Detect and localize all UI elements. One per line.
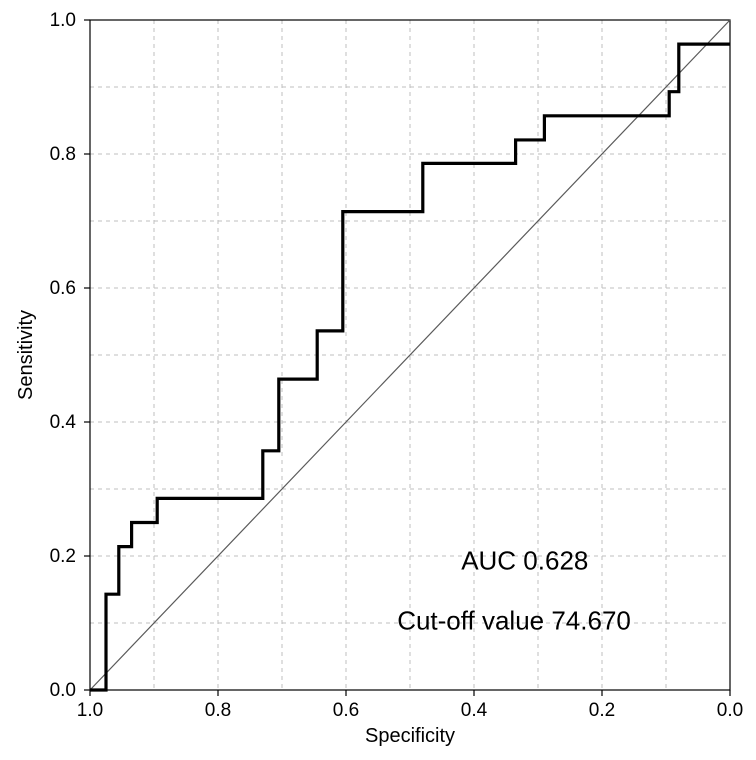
- x-axis-title: Specificity: [365, 725, 455, 747]
- y-tick-label: 0.4: [50, 412, 77, 433]
- x-tick-label: 1.0: [77, 700, 103, 721]
- y-tick-label: 0.2: [50, 546, 76, 567]
- y-axis-title: Sensitivity: [15, 310, 37, 400]
- roc-svg: 1.0 0.8 0.6 0.4 0.2 0.0 0.0 0.2 0.4 0.6 0.8 1.0 Spec…: [0, 0, 756, 760]
- x-tick-label: 0.2: [589, 700, 615, 721]
- y-tick-label: 0.6: [50, 278, 76, 299]
- x-tick-label: 0.8: [205, 700, 231, 721]
- x-tick-label: 0.6: [333, 700, 359, 721]
- y-tick-label: 1.0: [50, 10, 76, 31]
- chart-background: [0, 0, 756, 760]
- annotation-text: Cut-off value 74.670: [397, 606, 631, 636]
- roc-chart: 1.0 0.8 0.6 0.4 0.2 0.0 0.0 0.2 0.4 0.6 0.8 1.0 Spec…: [0, 0, 756, 760]
- annotation-text: AUC 0.628: [461, 545, 588, 575]
- x-tick-label: 0.0: [717, 700, 743, 721]
- y-tick-label: 0.0: [50, 680, 76, 701]
- y-tick-label: 0.8: [50, 144, 76, 165]
- x-tick-label: 0.4: [461, 700, 488, 721]
